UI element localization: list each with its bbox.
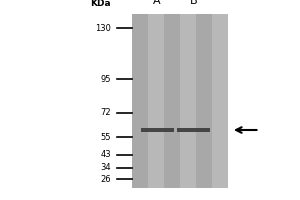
Bar — [177, 128, 210, 132]
Bar — [148, 14, 164, 188]
Text: 43: 43 — [100, 150, 111, 159]
Text: 26: 26 — [100, 175, 111, 184]
Bar — [196, 14, 212, 188]
Text: A: A — [153, 0, 161, 6]
Bar — [164, 14, 180, 188]
Text: 130: 130 — [95, 24, 111, 33]
Bar — [180, 14, 196, 188]
Text: 34: 34 — [100, 163, 111, 172]
Text: 72: 72 — [100, 108, 111, 117]
Text: 95: 95 — [100, 75, 111, 84]
Text: 55: 55 — [100, 133, 111, 142]
Bar — [132, 14, 148, 188]
Bar — [212, 14, 228, 188]
Bar — [132, 14, 228, 188]
Text: B: B — [189, 0, 197, 6]
Text: KDa: KDa — [90, 0, 111, 8]
Bar — [141, 128, 174, 132]
